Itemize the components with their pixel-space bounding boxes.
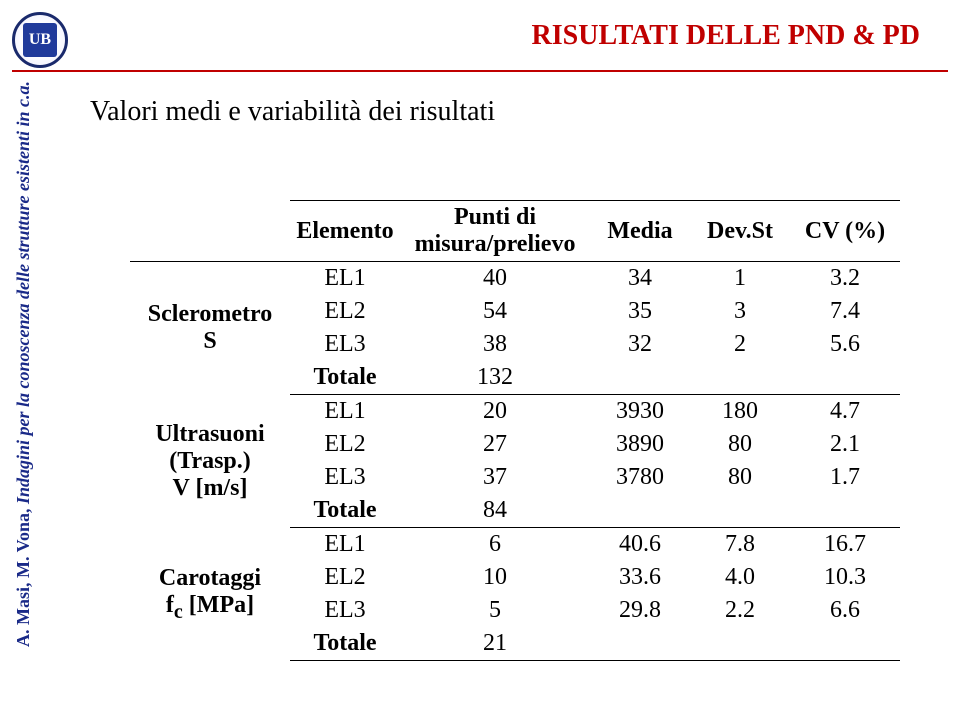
total-label: Totale — [290, 627, 400, 661]
cell-media: 35 — [590, 295, 690, 328]
cell-media: 40.6 — [590, 528, 690, 562]
cell-cv: 4.7 — [790, 395, 900, 429]
cell-empty — [590, 494, 690, 528]
cell-empty — [790, 627, 900, 661]
subtitle: Valori medi e variabilità dei risultati — [90, 96, 495, 128]
cell-punti: 5 — [400, 594, 590, 627]
cell-empty — [590, 361, 690, 395]
group-label: SclerometroS — [130, 262, 290, 395]
cell-elem: EL2 — [290, 295, 400, 328]
cell-punti: 54 — [400, 295, 590, 328]
cell-media: 3890 — [590, 428, 690, 461]
cell-punti: 38 — [400, 328, 590, 361]
cell-empty — [590, 627, 690, 661]
cell-empty — [690, 361, 790, 395]
col-header: CV (%) — [790, 201, 900, 262]
cell-elem: EL2 — [290, 428, 400, 461]
cell-media: 32 — [590, 328, 690, 361]
cell-cv: 6.6 — [790, 594, 900, 627]
cell-punti: 10 — [400, 561, 590, 594]
cell-elem: EL1 — [290, 262, 400, 296]
cell-elem: EL3 — [290, 461, 400, 494]
cell-devst: 7.8 — [690, 528, 790, 562]
cell-empty — [690, 494, 790, 528]
cell-media: 34 — [590, 262, 690, 296]
cell-devst: 80 — [690, 428, 790, 461]
cell-devst: 1 — [690, 262, 790, 296]
cell-devst: 80 — [690, 461, 790, 494]
cell-media: 3930 — [590, 395, 690, 429]
page-title: RISULTATI DELLE PND & PD — [532, 20, 920, 52]
total-punti: 84 — [400, 494, 590, 528]
cell-media: 29.8 — [590, 594, 690, 627]
total-punti: 21 — [400, 627, 590, 661]
sidebar-rest: Indagini per la conoscenza delle struttu… — [13, 81, 33, 504]
sidebar-caption: A. Masi, M. Vona, Indagini per la conosc… — [13, 81, 34, 647]
cell-punti: 27 — [400, 428, 590, 461]
cell-empty — [790, 361, 900, 395]
cell-cv: 2.1 — [790, 428, 900, 461]
col-header: Elemento — [290, 201, 400, 262]
cell-media: 33.6 — [590, 561, 690, 594]
group-label: Carotaggifc [MPa] — [130, 528, 290, 661]
cell-elem: EL2 — [290, 561, 400, 594]
cell-empty — [690, 627, 790, 661]
col-header: Media — [590, 201, 690, 262]
total-label: Totale — [290, 361, 400, 395]
cell-elem: EL3 — [290, 328, 400, 361]
group-label: Ultrasuoni (Trasp.)V [m/s] — [130, 395, 290, 528]
results-table: ElementoPunti dimisura/prelievoMediaDev.… — [130, 200, 900, 661]
cell-cv: 1.7 — [790, 461, 900, 494]
cell-elem: EL1 — [290, 395, 400, 429]
cell-cv: 3.2 — [790, 262, 900, 296]
cell-punti: 40 — [400, 262, 590, 296]
cell-punti: 37 — [400, 461, 590, 494]
cell-devst: 2 — [690, 328, 790, 361]
cell-elem: EL3 — [290, 594, 400, 627]
col-header: Dev.St — [690, 201, 790, 262]
cell-punti: 6 — [400, 528, 590, 562]
logo: UB — [12, 12, 68, 68]
cell-devst: 2.2 — [690, 594, 790, 627]
cell-devst: 3 — [690, 295, 790, 328]
cell-cv: 16.7 — [790, 528, 900, 562]
cell-empty — [790, 494, 900, 528]
total-label: Totale — [290, 494, 400, 528]
cell-devst: 180 — [690, 395, 790, 429]
cell-cv: 7.4 — [790, 295, 900, 328]
logo-text: UB — [23, 23, 57, 57]
cell-elem: EL1 — [290, 528, 400, 562]
col-header: Punti dimisura/prelievo — [400, 201, 590, 262]
col-header — [130, 201, 290, 262]
cell-cv: 10.3 — [790, 561, 900, 594]
cell-cv: 5.6 — [790, 328, 900, 361]
top-rule — [12, 70, 948, 72]
sidebar-authors: A. Masi, M. Vona, — [13, 504, 33, 647]
cell-media: 3780 — [590, 461, 690, 494]
cell-devst: 4.0 — [690, 561, 790, 594]
total-punti: 132 — [400, 361, 590, 395]
cell-punti: 20 — [400, 395, 590, 429]
